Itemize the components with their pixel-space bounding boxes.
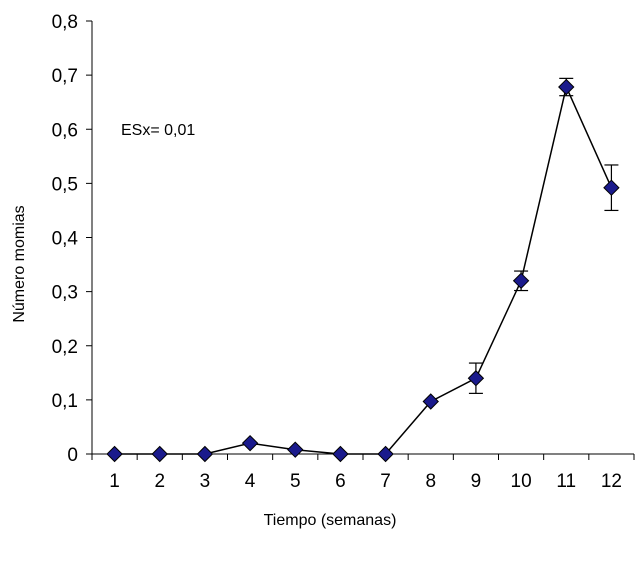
x-tick-label: 2	[154, 471, 165, 492]
data-point-marker	[106, 445, 123, 463]
data-point-marker	[196, 445, 214, 463]
y-tick-label: 0,4	[52, 229, 79, 250]
x-tick-label: 7	[380, 471, 391, 492]
y-axis-title: Número momias	[11, 205, 28, 322]
y-tick-label: 0,5	[52, 174, 78, 195]
y-tick-label: 0,3	[52, 283, 78, 304]
series-line	[114, 84, 613, 455]
data-point-marker	[422, 393, 439, 410]
y-tick-label: 0	[67, 445, 78, 466]
data-point-marker	[603, 179, 620, 196]
data-point-marker	[558, 78, 575, 96]
data-point-marker	[241, 434, 259, 452]
x-tick-label: 8	[425, 471, 436, 492]
x-tick-label: 4	[245, 471, 256, 492]
data-point-marker	[512, 272, 530, 290]
data-point-marker	[467, 370, 485, 387]
series-group	[106, 77, 620, 463]
x-tick-label: 12	[601, 471, 622, 492]
y-tick-label: 0,6	[52, 120, 78, 141]
data-point-marker	[287, 441, 304, 458]
x-axis-ticks: 1 2 3 4 5 6 7 8 9 10 11 12	[91, 454, 635, 492]
data-point-marker	[377, 445, 394, 463]
data-point-marker	[151, 445, 168, 463]
x-tick-label: 6	[335, 471, 346, 492]
annotation-text: ESx= 0,01	[121, 122, 195, 139]
y-tick-label: 0,8	[52, 12, 78, 33]
y-tick-label: 0,1	[52, 391, 78, 412]
x-tick-label: 1	[109, 471, 120, 492]
axes	[91, 21, 634, 455]
y-tick-label: 0,2	[52, 337, 78, 358]
x-tick-label: 10	[511, 471, 532, 492]
y-axis-ticks: 0 0,1 0,2 0,3 0,4 0,5 0,6 0,7 0,8	[52, 12, 92, 466]
x-tick-label: 11	[556, 471, 576, 492]
data-point-marker	[332, 445, 349, 463]
x-axis-title: Tiempo (semanas)	[264, 512, 397, 529]
y-tick-label: 0,7	[52, 66, 78, 87]
x-tick-label: 3	[200, 471, 211, 492]
x-tick-label: 9	[471, 471, 482, 492]
x-tick-label: 5	[290, 471, 301, 492]
